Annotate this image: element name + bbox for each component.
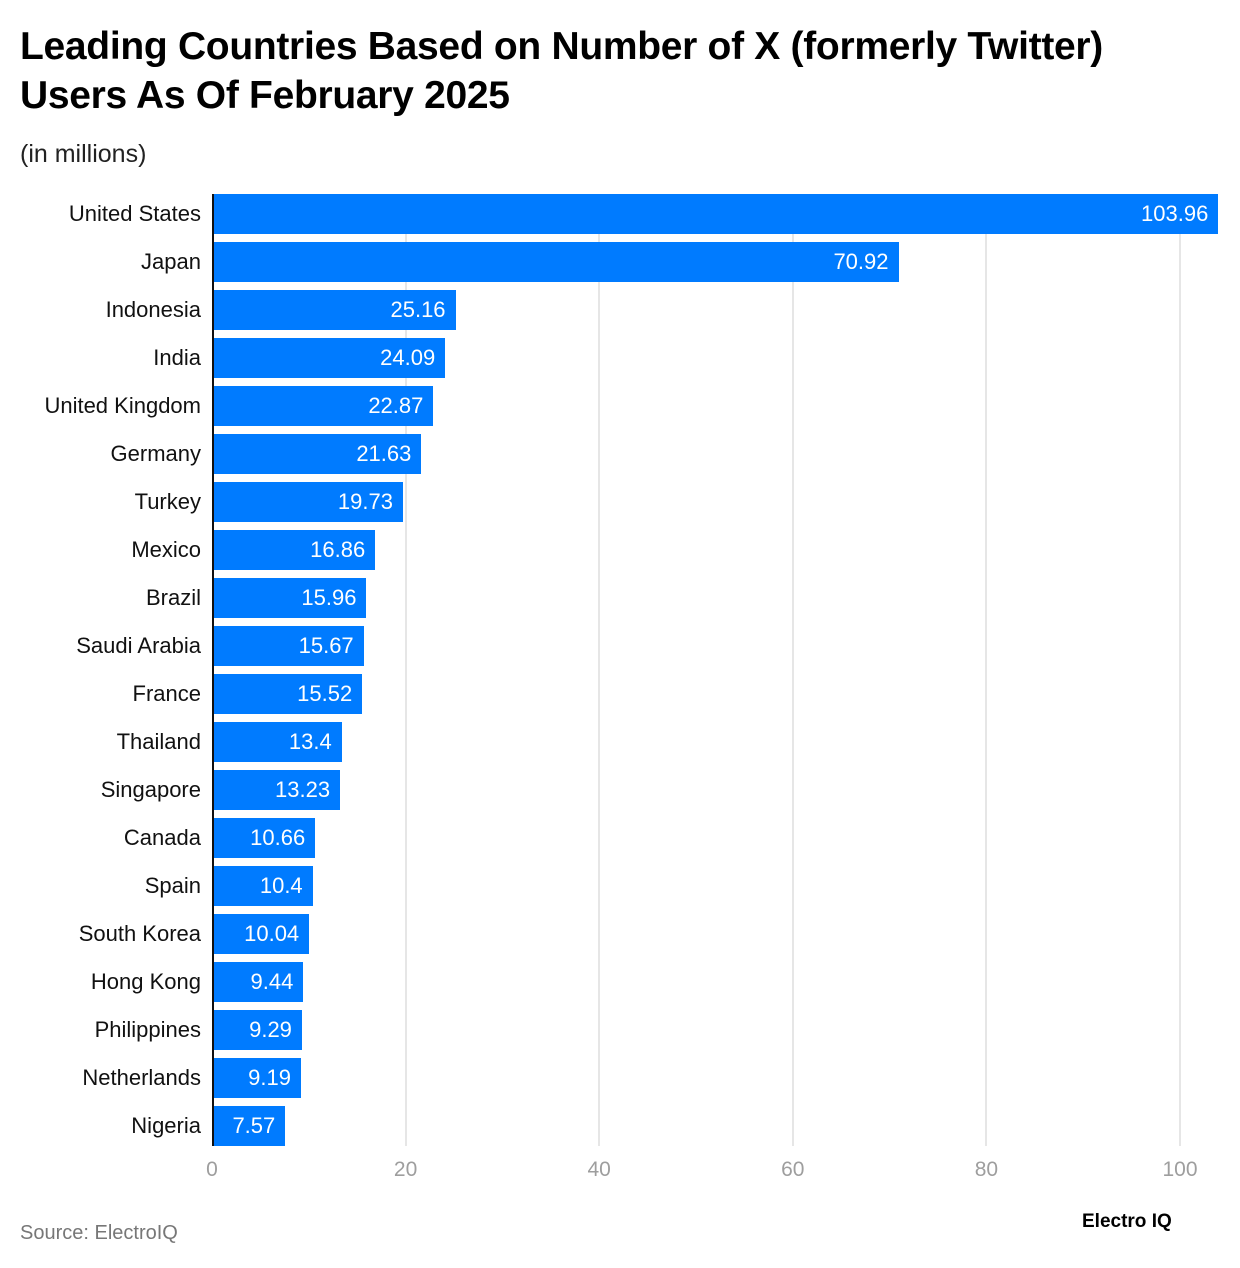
source-note: Source: ElectroIQ <box>20 1222 178 1244</box>
bar-value-label: 10.66 <box>250 825 306 850</box>
bar-value-label: 7.57 <box>232 1113 276 1138</box>
bar: 13.4 <box>212 722 342 762</box>
bar-value-label: 9.44 <box>250 969 294 994</box>
category-label: Saudi Arabia <box>76 633 201 658</box>
gridline <box>985 194 988 1146</box>
bar-value-label: 15.52 <box>297 681 353 706</box>
category-label: Spain <box>144 873 201 898</box>
bar-value-label: 16.86 <box>310 537 366 562</box>
bar-value-label: 25.16 <box>390 297 446 322</box>
bar-value-label: 10.4 <box>259 873 303 898</box>
bar-value-label: 9.19 <box>248 1065 291 1090</box>
bar-value-label: 15.67 <box>298 633 354 658</box>
bar: 9.19 <box>212 1058 301 1098</box>
bar: 9.44 <box>212 962 304 1002</box>
bar-value-label: 70.92 <box>833 249 889 274</box>
category-label: Thailand <box>116 729 201 754</box>
bar: 10.4 <box>212 866 313 906</box>
bar: 13.23 <box>212 770 341 810</box>
category-label: United States <box>68 201 201 226</box>
chart-title: Leading Countries Based on Number of X (… <box>20 25 1103 117</box>
bar: 15.52 <box>212 674 363 714</box>
category-label: Indonesia <box>105 297 201 322</box>
bar: 15.96 <box>212 578 367 618</box>
category-label: India <box>153 345 201 370</box>
bar: 16.86 <box>212 530 376 570</box>
bar: 103.96 <box>212 194 1219 234</box>
plot-area: 103.96 70.92 25.16 24.09 22.87 21.63 19.73 16.8… <box>212 194 1222 1146</box>
bar-value-label: 103.96 <box>1141 201 1209 226</box>
bar: 21.63 <box>212 434 422 474</box>
category-label: Canada <box>123 825 201 850</box>
bar: 25.16 <box>212 290 456 330</box>
gridline <box>404 194 407 1146</box>
category-label: Japan <box>141 249 201 274</box>
category-label: United Kingdom <box>44 393 201 418</box>
bar: 19.73 <box>212 482 403 522</box>
x-tick-label: 20 <box>393 1158 418 1181</box>
category-label: Hong Kong <box>90 969 201 994</box>
bar-value-label: 24.09 <box>380 345 436 370</box>
category-label: Netherlands <box>82 1065 201 1090</box>
gridline <box>791 194 794 1146</box>
category-label: Germany <box>110 441 201 466</box>
category-label: Turkey <box>134 489 201 514</box>
bar-value-label: 10.04 <box>244 921 300 946</box>
category-label: Mexico <box>131 537 201 562</box>
category-label: South Korea <box>78 921 201 946</box>
bar: 10.66 <box>212 818 316 858</box>
category-label: France <box>132 681 201 706</box>
x-tick-label: 60 <box>781 1158 805 1181</box>
bar-value-label: 21.63 <box>356 441 412 466</box>
x-tick-label: 80 <box>974 1158 999 1181</box>
category-label: Nigeria <box>131 1113 201 1138</box>
x-tick-label: 0 <box>206 1158 218 1181</box>
bar: 9.29 <box>212 1010 302 1050</box>
bar: 10.04 <box>212 914 310 954</box>
bar-value-label: 15.96 <box>301 585 357 610</box>
x-tick-label: 100 <box>1162 1158 1198 1181</box>
gridline <box>1179 194 1181 1146</box>
bar-value-label: 22.87 <box>368 393 424 418</box>
x-tick-label: 40 <box>587 1158 611 1181</box>
y-axis-line <box>212 194 214 1146</box>
gridline <box>598 194 601 1146</box>
bar: 15.67 <box>212 626 364 666</box>
bar: 70.92 <box>212 242 899 282</box>
bar: 24.09 <box>212 338 446 378</box>
category-label: Philippines <box>94 1017 201 1042</box>
bar: 22.87 <box>212 386 434 426</box>
bar-value-label: 9.29 <box>249 1017 292 1042</box>
bar: 7.57 <box>212 1106 286 1146</box>
category-label: Brazil <box>145 585 201 610</box>
bar-value-label: 13.4 <box>288 729 332 754</box>
chart-subtitle: (in millions) <box>20 140 147 168</box>
bar-value-label: 19.73 <box>337 489 393 514</box>
category-label: Singapore <box>100 777 201 802</box>
brand-logo: Electro IQ <box>1082 1211 1172 1232</box>
bar-value-label: 13.23 <box>275 777 331 802</box>
